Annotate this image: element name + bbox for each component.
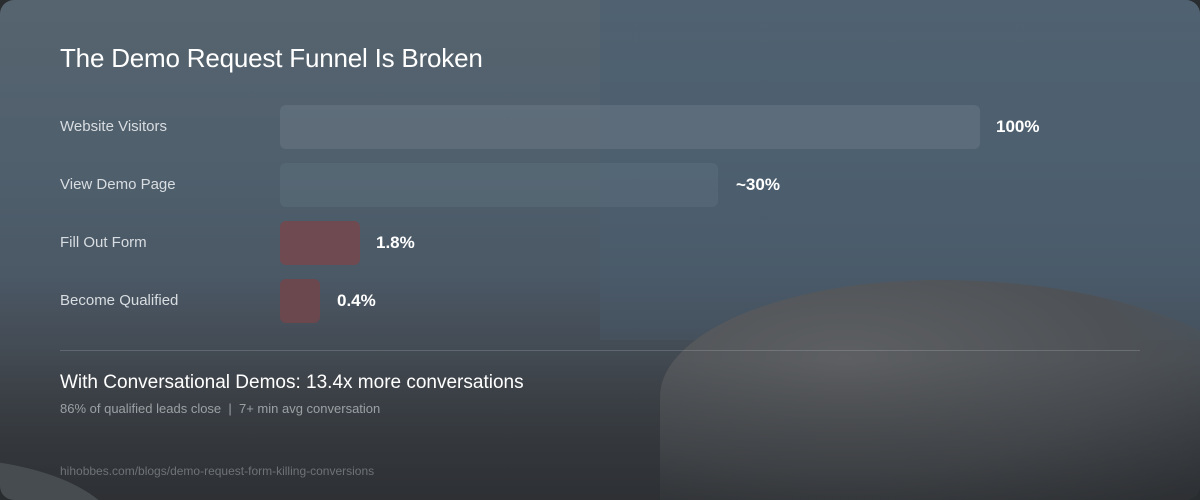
funnel-bar-broken [280, 279, 320, 323]
funnel-row-value: ~30% [736, 175, 780, 194]
divider [60, 350, 1140, 351]
summary-subtitle: 86% of qualified leads close | 7+ min av… [60, 401, 381, 416]
funnel-bar [280, 105, 980, 149]
funnel-row-value: 100% [996, 117, 1040, 136]
summary-title: With Conversational Demos: 13.4x more co… [60, 372, 524, 393]
funnel-bar-broken [280, 221, 360, 265]
funnel-row-label: Become Qualified [60, 292, 179, 309]
funnel-row-view-demo-page: View Demo Page ~30% [60, 163, 1160, 207]
chart-title: The Demo Request Funnel Is Broken [60, 43, 483, 73]
funnel-row-value: 0.4% [337, 291, 376, 310]
funnel-bar [280, 163, 718, 207]
source-url: hihobbes.com/blogs/demo-request-form-kil… [60, 464, 375, 478]
funnel-row-become-qualified: Become Qualified 0.4% [60, 279, 1160, 323]
funnel-row-label: Fill Out Form [60, 234, 147, 251]
funnel-row-website-visitors: Website Visitors 100% [60, 105, 1160, 149]
funnel-row-fill-out-form: Fill Out Form 1.8% [60, 221, 1160, 265]
funnel-row-label: Website Visitors [60, 118, 167, 135]
funnel-row-label: View Demo Page [60, 176, 176, 193]
funnel-row-value: 1.8% [376, 233, 415, 252]
